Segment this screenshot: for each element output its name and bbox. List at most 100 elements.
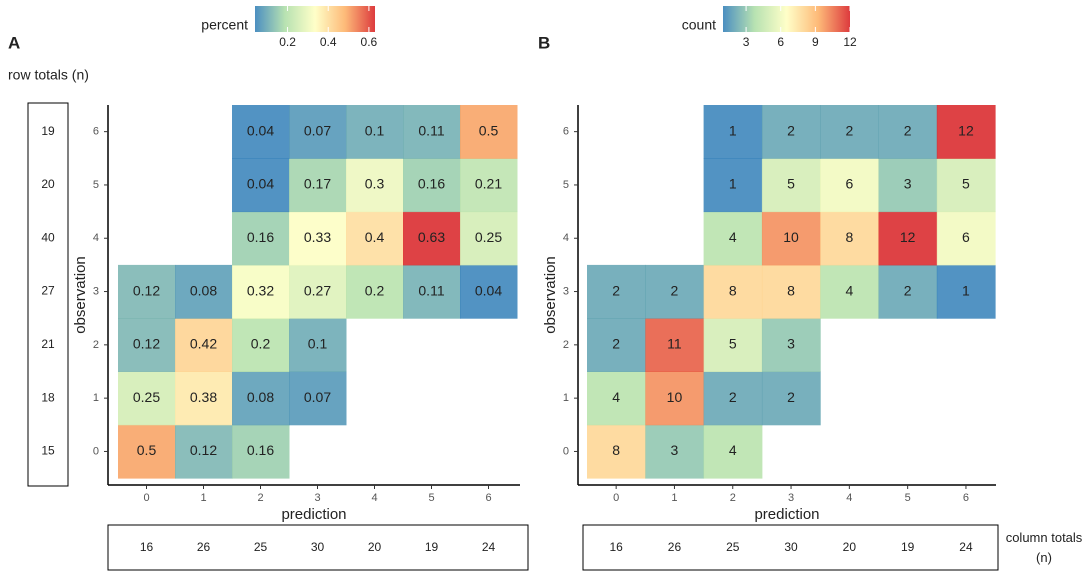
cell-label: 0.1 xyxy=(365,122,385,138)
heatmap-cell xyxy=(175,424,233,479)
row-totals-box xyxy=(27,102,69,487)
heatmap-cell xyxy=(587,424,646,479)
panel-label: A xyxy=(8,33,20,52)
y-tick-label: 4 xyxy=(93,232,99,244)
colorbar-tick-label: 12 xyxy=(843,35,857,49)
x-tick-label: 4 xyxy=(846,492,852,504)
colorbar-title: count xyxy=(682,17,716,33)
heatmap-cell xyxy=(703,371,763,426)
heatmap-cell xyxy=(587,318,646,372)
column-total: 26 xyxy=(668,540,682,554)
cell-label: 5 xyxy=(729,336,737,352)
cell-label: 2 xyxy=(612,282,620,298)
y-tick-label: 2 xyxy=(93,339,99,351)
colorbar-tick-label: 0.2 xyxy=(279,35,296,49)
heatmap-cell xyxy=(346,158,404,213)
heatmap-cell xyxy=(118,264,176,319)
heatmap-cell xyxy=(118,424,176,479)
cell-label: 0.12 xyxy=(190,442,217,458)
heatmap-cell xyxy=(289,318,347,372)
colorbar-tick-label: 0.4 xyxy=(320,35,337,49)
row-total: 40 xyxy=(41,230,55,244)
heatmap-cell xyxy=(703,211,763,266)
heatmap-cell xyxy=(232,424,290,479)
cell-label: 0.33 xyxy=(304,229,331,245)
x-tick-label: 6 xyxy=(485,492,491,504)
column-total: 26 xyxy=(197,540,211,554)
heatmap-cell xyxy=(346,264,404,319)
heatmap-cell xyxy=(460,105,518,159)
cell-label: 4 xyxy=(729,229,737,245)
cell-label: 6 xyxy=(962,229,970,245)
row-total: 15 xyxy=(41,444,55,458)
column-total: 24 xyxy=(959,540,973,554)
cell-label: 0.11 xyxy=(418,122,444,138)
column-total: 20 xyxy=(368,540,382,554)
heatmap-cell xyxy=(820,105,879,159)
heatmap-cell xyxy=(703,264,763,319)
y-tick-label: 6 xyxy=(563,126,569,138)
y-tick-label: 4 xyxy=(563,232,569,244)
heatmap-cell xyxy=(175,264,233,319)
x-tick-label: 6 xyxy=(963,492,969,504)
heatmap-cell xyxy=(703,105,763,159)
cell-label: 0.32 xyxy=(247,282,274,298)
cell-label: 0.12 xyxy=(133,282,160,298)
colorbar-title: percent xyxy=(201,17,248,33)
y-tick-label: 1 xyxy=(563,392,569,404)
column-totals-title: column totals (n) xyxy=(1005,530,1083,565)
cell-label: 2 xyxy=(787,389,795,405)
cell-label: 0.27 xyxy=(304,282,331,298)
colorbar-tick-label: 9 xyxy=(812,35,819,49)
heatmap-cell xyxy=(936,105,996,159)
heatmap-cell xyxy=(232,158,290,213)
column-total: 19 xyxy=(901,540,915,554)
cell-label: 5 xyxy=(962,176,970,192)
y-tick-label: 0 xyxy=(93,445,99,457)
cell-label: 0.5 xyxy=(479,122,499,138)
cell-label: 8 xyxy=(787,282,795,298)
heatmap-cell xyxy=(403,105,461,159)
heatmap-cell xyxy=(761,158,821,213)
cell-label: 0.42 xyxy=(190,336,217,352)
heatmap-cell xyxy=(289,264,347,319)
heatmap-cell xyxy=(820,158,879,213)
y-tick-label: 3 xyxy=(563,285,569,297)
heatmap-cell xyxy=(761,105,821,159)
cell-label: 2 xyxy=(904,122,912,138)
x-tick-label: 1 xyxy=(671,492,677,504)
cell-label: 1 xyxy=(962,282,970,298)
row-total: 21 xyxy=(41,337,55,351)
row-total: 27 xyxy=(41,284,55,298)
heatmap-cell xyxy=(346,105,404,159)
heatmap-cell xyxy=(645,371,705,426)
heatmap-cell xyxy=(936,158,996,213)
panel-label: B xyxy=(538,33,550,52)
column-totals-box xyxy=(582,524,999,571)
x-tick-label: 2 xyxy=(257,492,263,504)
heatmap-cell xyxy=(820,264,879,319)
heatmap-cell xyxy=(460,211,518,266)
cell-label: 0.16 xyxy=(418,176,445,192)
heatmap-cell xyxy=(878,264,938,319)
cell-label: 11 xyxy=(667,336,682,352)
column-total: 16 xyxy=(609,540,623,554)
cell-label: 0.16 xyxy=(247,229,274,245)
x-tick-label: 1 xyxy=(200,492,206,504)
heatmap-cell xyxy=(703,318,763,372)
heatmap-cell xyxy=(587,264,646,319)
y-tick-label: 3 xyxy=(93,285,99,297)
row-total: 20 xyxy=(41,177,55,191)
cell-label: 2 xyxy=(845,122,853,138)
heatmap-cell xyxy=(118,371,176,426)
column-total: 20 xyxy=(843,540,857,554)
column-total: 25 xyxy=(726,540,740,554)
heatmap-cell xyxy=(175,371,233,426)
row-total: 19 xyxy=(41,124,55,138)
heatmap-cell xyxy=(645,318,705,372)
cell-label: 0.11 xyxy=(418,282,444,298)
cell-label: 0.04 xyxy=(475,282,502,298)
y-tick-label: 5 xyxy=(93,179,99,191)
